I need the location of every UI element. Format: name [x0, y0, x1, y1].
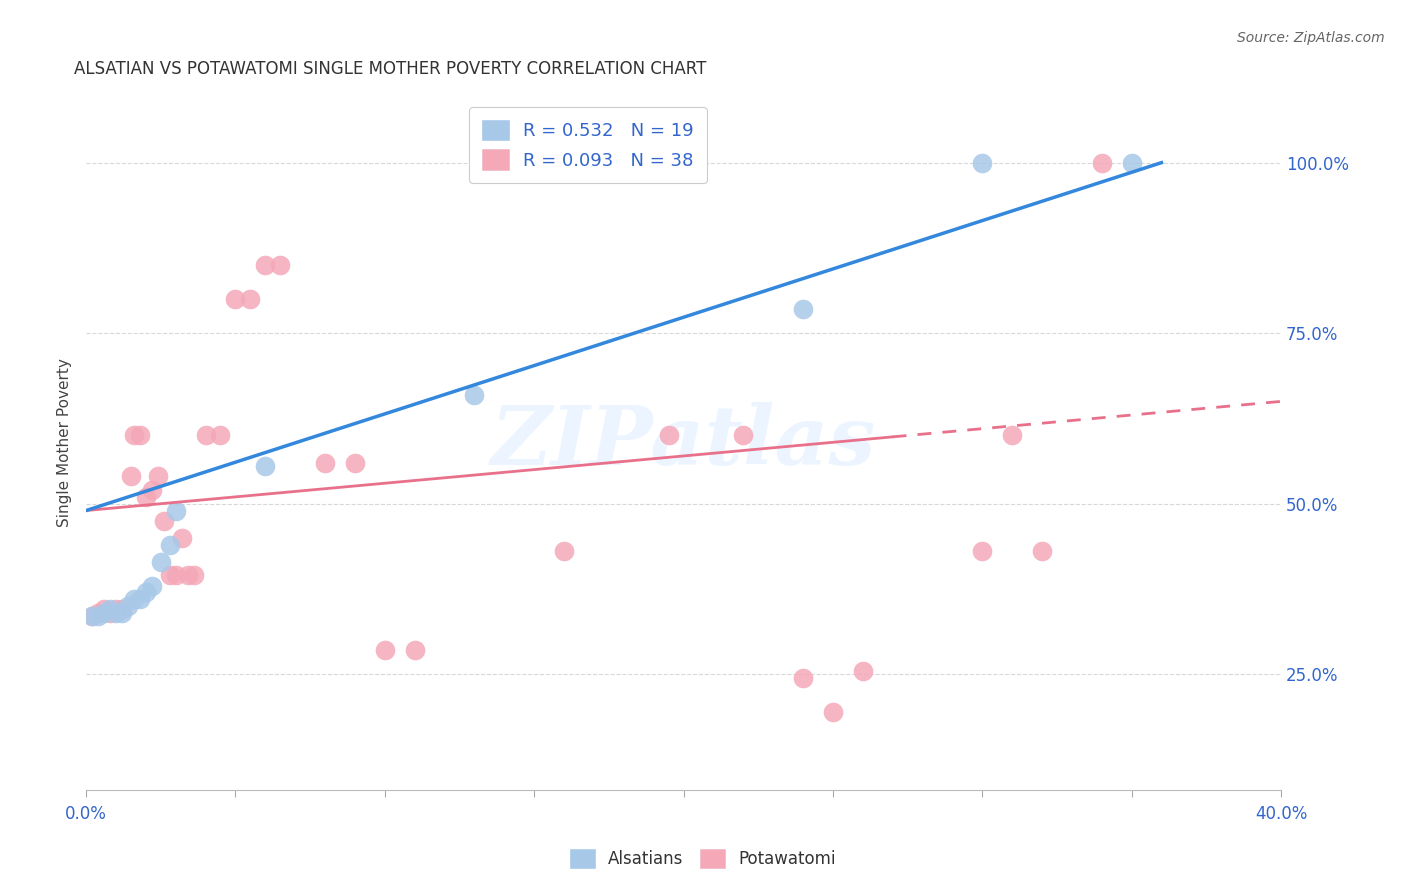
Point: [792, 302, 814, 317]
Y-axis label: Single Mother Poverty: Single Mother Poverty: [58, 358, 72, 527]
Point: [972, 544, 994, 558]
Point: [165, 568, 187, 582]
Point: [122, 428, 145, 442]
Point: [733, 428, 755, 442]
Point: [128, 428, 150, 442]
Point: [141, 578, 163, 592]
Point: [1001, 428, 1024, 442]
Point: [80, 609, 103, 624]
Point: [254, 459, 277, 474]
Point: [239, 292, 262, 306]
Point: [1031, 544, 1053, 558]
Point: [176, 568, 198, 582]
Point: [209, 428, 232, 442]
Point: [972, 155, 994, 169]
Point: [98, 602, 121, 616]
Legend: Alsatians, Potawatomi: Alsatians, Potawatomi: [564, 842, 842, 875]
Point: [120, 469, 142, 483]
Text: Source: ZipAtlas.com: Source: ZipAtlas.com: [1237, 31, 1385, 45]
Point: [122, 592, 145, 607]
Point: [128, 592, 150, 607]
Point: [194, 428, 217, 442]
Point: [1121, 155, 1143, 169]
Point: [98, 606, 121, 620]
Point: [111, 602, 134, 616]
Point: [87, 606, 110, 620]
Point: [146, 469, 169, 483]
Point: [141, 483, 163, 497]
Point: [111, 606, 134, 620]
Point: [852, 664, 875, 678]
Point: [658, 428, 681, 442]
Point: [159, 538, 181, 552]
Point: [254, 258, 277, 272]
Point: [93, 606, 115, 620]
Point: [159, 568, 181, 582]
Text: ALSATIAN VS POTAWATOMI SINGLE MOTHER POVERTY CORRELATION CHART: ALSATIAN VS POTAWATOMI SINGLE MOTHER POV…: [75, 60, 706, 78]
Point: [224, 292, 246, 306]
Point: [104, 606, 127, 620]
Text: ZIPatlas: ZIPatlas: [491, 402, 876, 483]
Point: [93, 602, 115, 616]
Point: [149, 555, 172, 569]
Legend: R = 0.532   N = 19, R = 0.093   N = 38: R = 0.532 N = 19, R = 0.093 N = 38: [470, 107, 707, 183]
Point: [792, 671, 814, 685]
Point: [152, 514, 174, 528]
Point: [135, 490, 157, 504]
Point: [170, 531, 193, 545]
Point: [553, 544, 575, 558]
Point: [374, 643, 396, 657]
Point: [463, 387, 485, 401]
Point: [1091, 155, 1114, 169]
Point: [821, 705, 844, 719]
Point: [135, 585, 157, 599]
Point: [343, 456, 366, 470]
Point: [117, 599, 139, 613]
Point: [314, 456, 336, 470]
Point: [165, 503, 187, 517]
Point: [80, 609, 103, 624]
Point: [269, 258, 291, 272]
Point: [404, 643, 426, 657]
Point: [183, 568, 205, 582]
Point: [87, 609, 110, 624]
Point: [104, 602, 127, 616]
